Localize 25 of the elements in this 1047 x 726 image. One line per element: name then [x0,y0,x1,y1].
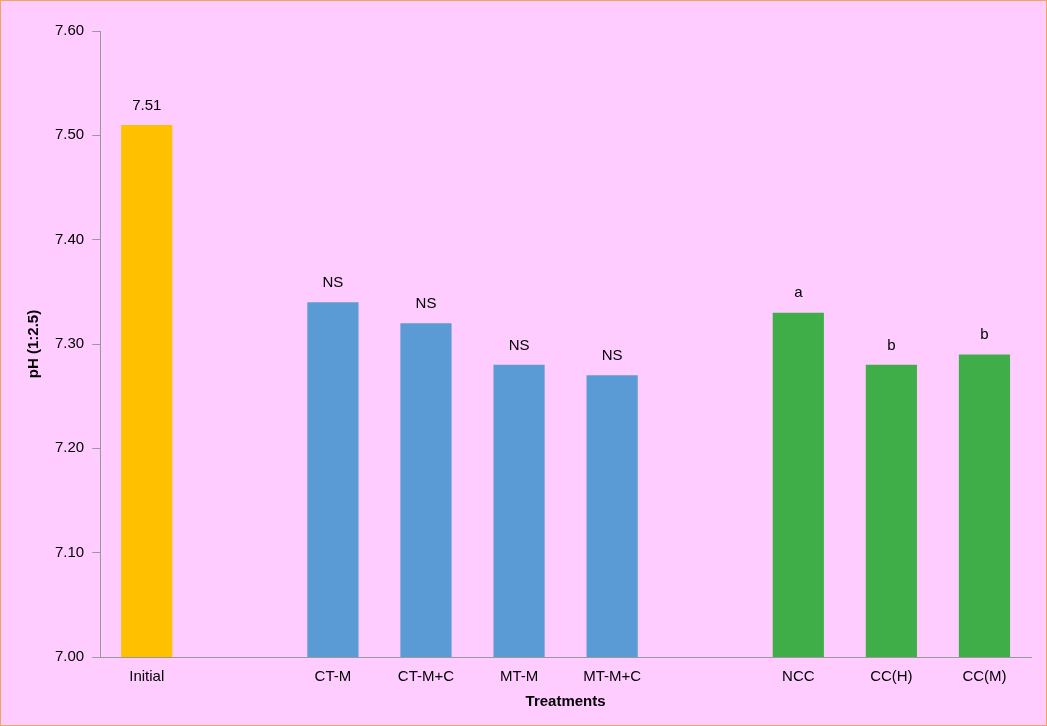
data-label: b [980,325,989,343]
y-tick-label: 7.20 [54,438,85,456]
x-axis-title: Treatments [525,692,606,710]
y-tick-label: 7.30 [54,334,85,352]
data-label: NS [322,272,344,290]
y-axis-title: pH (1:2.5) [24,309,42,379]
y-tick-label: 7.50 [54,125,85,143]
y-tick-label: 7.00 [54,647,85,665]
x-tick-label: MT-M [499,667,539,685]
x-tick-label: MT-M+C [583,667,642,685]
y-tick-label: 7.60 [54,21,85,39]
x-tick-label: CT-M [314,667,352,685]
y-tick-label: 7.10 [54,542,85,560]
x-tick-label: CT-M+C [397,667,455,685]
x-tick-label: NCC [782,667,815,685]
data-label: NS [601,345,623,363]
data-label: a [794,283,804,301]
data-label: NS [508,335,530,353]
y-tick-label: 7.40 [54,229,85,247]
x-tick-label: CC(M) [962,667,1007,685]
data-label: 7.51 [132,95,162,113]
data-label: NS [415,293,437,311]
data-label: b [887,335,896,353]
x-tick-label: CC(H) [870,667,913,685]
x-tick-label: Initial [129,667,165,685]
